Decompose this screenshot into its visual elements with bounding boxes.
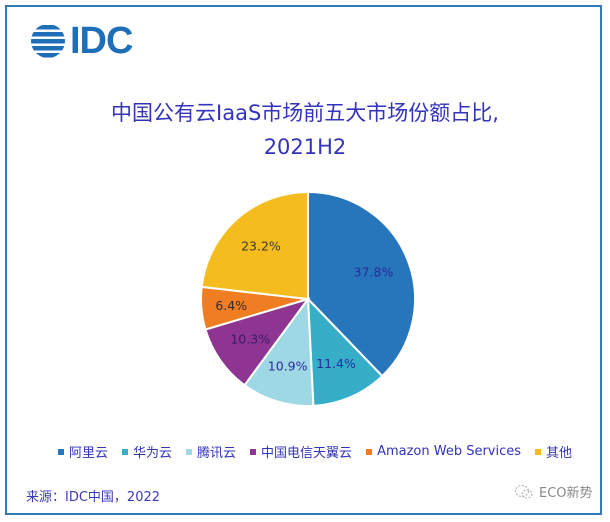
watermark-text: ECO新势: [539, 486, 593, 501]
legend-label: 华为云: [133, 446, 173, 461]
pie-slice: [204, 297, 311, 387]
chart-title-line2: 2021H2: [263, 135, 347, 159]
legend-label: 腾讯云: [197, 446, 237, 461]
slice-label: 6.4%: [215, 298, 247, 313]
legend-swatch-icon: [58, 448, 64, 455]
source-note: 来源：IDC中国，2022: [26, 490, 161, 505]
pie-slice: [200, 190, 309, 301]
legend-swatch-icon: [186, 448, 193, 455]
legend-swatch-icon: [535, 448, 542, 455]
watermark: ECO新势: [514, 482, 593, 501]
wechat-icon: [515, 484, 533, 498]
legend-label: 其他: [546, 446, 573, 461]
legend-label: 中国电信天翼云: [261, 446, 353, 461]
legend-item: 其他: [535, 442, 572, 461]
chart-title: 中国公有云IaaS市场前五大市场份额占比, 2021H2: [0, 96, 610, 164]
slice-label: 10.9%: [268, 359, 308, 374]
chart-title-line1: 中国公有云IaaS市场前五大市场份额占比,: [111, 101, 499, 125]
pie-slice: [243, 296, 315, 407]
slice-label: 23.2%: [241, 238, 281, 253]
legend-swatch-icon: [366, 448, 373, 455]
idc-logo: IDC: [30, 20, 133, 62]
slice-label: 11.4%: [316, 356, 356, 371]
chart-legend: 阿里云 华为云 腾讯云 中国电信天翼云 Amazon Web Services 其他: [58, 442, 586, 461]
legend-swatch-icon: [122, 448, 129, 455]
slice-label: 37.8%: [354, 265, 394, 280]
globe-stripes-icon: [31, 25, 65, 58]
legend-item: 腾讯云: [186, 442, 236, 461]
legend-item: 中国电信天翼云: [250, 442, 352, 461]
legend-label: Amazon Web Services: [377, 444, 522, 459]
pie-slice: [306, 296, 384, 407]
legend-item: 阿里云: [58, 442, 108, 461]
slice-label: 10.3%: [230, 332, 270, 347]
legend-swatch-icon: [250, 448, 257, 455]
legend-item: 华为云: [122, 442, 172, 461]
pie-slice: [307, 190, 416, 378]
legend-item: Amazon Web Services: [366, 444, 521, 459]
logo-text: IDC: [70, 20, 133, 62]
legend-label: 阿里云: [69, 446, 109, 461]
